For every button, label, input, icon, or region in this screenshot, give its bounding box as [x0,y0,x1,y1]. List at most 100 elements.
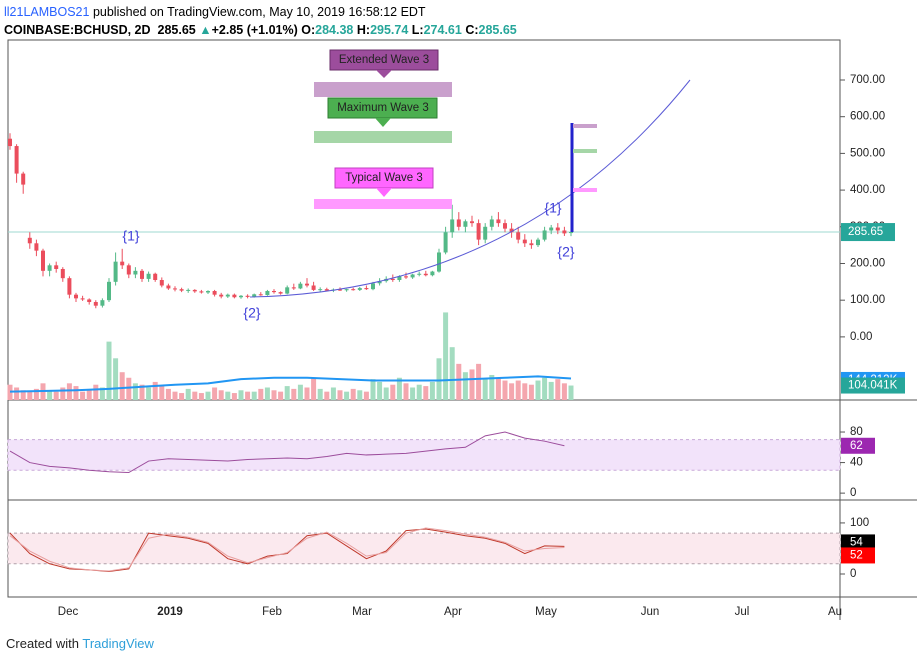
volume-bar [429,381,435,400]
price: 285.65 [157,23,196,37]
volume-bar [106,341,112,400]
volume-bar [113,358,119,400]
rsi-tick-label: 0 [850,487,856,499]
candle-body [305,283,309,286]
candle-body [344,289,349,291]
candle-body [351,289,356,291]
level [573,149,597,153]
candle-body [225,294,230,297]
volume-bar [119,372,125,400]
candle-body [133,270,138,275]
candle-body [80,298,85,300]
stoch-tag [841,547,875,564]
brand[interactable]: TradingView [82,636,154,651]
rsi-tick-label: 80 [850,426,863,438]
candle-body [265,291,270,296]
volume-bar [509,383,515,400]
candle-body [423,273,428,276]
target-band [314,131,452,143]
candle-body [252,294,257,297]
volume-ma [9,375,572,393]
rsi-tag [841,437,875,454]
candle-body [311,285,316,290]
candle-body [219,294,224,297]
x-tick-label: Mar [352,606,372,618]
volume-bar [396,377,402,400]
pointer [376,188,392,197]
rsi-tick-label: 40 [850,457,863,469]
volume-bar [390,384,396,400]
volume-bar [33,388,39,400]
volume-bar [53,391,59,400]
curve [249,79,691,298]
candle-body [371,283,375,290]
volume-bar [139,384,145,400]
candle-body [390,278,395,280]
volume-bar [297,384,303,400]
volume-bar [535,380,541,400]
created: Created with [6,636,79,651]
x-tick-label: Feb [262,606,282,618]
x-tick-label: Apr [444,606,462,618]
volume-bar [225,391,231,400]
candle-body [126,265,131,275]
pointer [376,70,392,78]
level [573,124,597,128]
wave-label: {2} [243,305,260,321]
candle-body [54,265,59,269]
candle-body [258,294,263,296]
x-tick-label: May [535,606,557,618]
arrow: ▲ [199,23,212,37]
volume-bar [515,380,521,400]
volume-bar [192,391,198,400]
candle-body [87,299,92,303]
candle-body [34,243,39,251]
candle-body [555,227,560,231]
price-tag-label: 285.65 [848,226,883,238]
candle-body [377,281,382,284]
volume-bar [350,388,356,400]
candle-body [496,219,501,224]
candle-body [489,219,494,227]
change: +2.85 (+1.01%) [211,23,298,37]
author[interactable]: ll21LAMBOS21 [4,5,90,19]
volume-bar [159,386,165,400]
stoch-band [7,532,841,565]
candle-body [437,252,441,272]
candle-body [206,291,210,293]
volume-bar [311,377,317,400]
volume-bar [304,387,310,400]
volume-bar [165,388,171,400]
o-label: O: [301,23,316,37]
volume-bar [20,390,26,400]
candle-body [483,226,488,240]
x-tick-label: Au [828,606,842,618]
volume-bar [555,379,561,400]
symbol: COINBASE:BCHUSD, 2D [4,23,151,37]
open: 284.38 [315,23,354,37]
candle-body [166,285,171,289]
candle-body [536,239,540,246]
volume-bar [152,381,158,400]
volume-bar [291,388,297,400]
candle-body [430,271,435,276]
volume-bar [245,391,251,400]
volume-bar [284,386,290,400]
price-tag [841,223,895,242]
volume-bar [522,383,528,400]
candle-body [549,227,554,231]
candle-body [67,278,72,295]
c-label: C: [465,23,479,37]
volume-bar [99,387,105,400]
candle-body [27,237,32,244]
volume-bar [410,387,416,400]
rsi-tag-label: 62 [850,440,863,452]
header: ll21LAMBOS21 published on TradingView.co… [4,3,517,39]
low: 274.61 [423,23,462,37]
y-tick-label: 500.00 [850,147,885,159]
candle-body [8,138,12,147]
stoch-tag-label: 52 [850,549,863,561]
volume-bar [416,384,422,400]
y-tick-label: 700.00 [850,74,885,86]
volume-bar [330,387,336,400]
